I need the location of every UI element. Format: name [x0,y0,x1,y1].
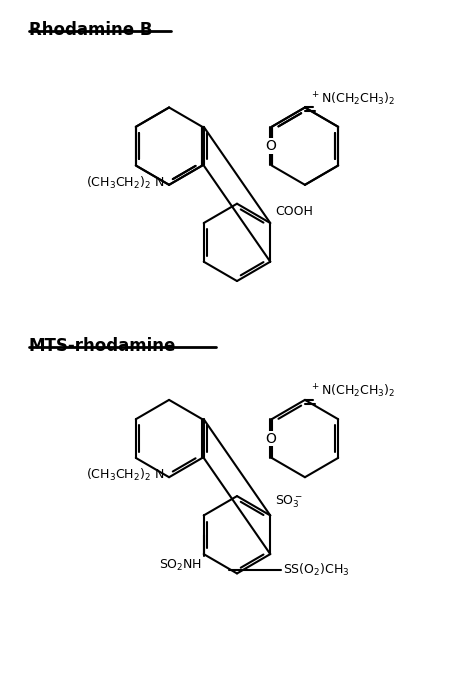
Text: SO$_3^-$: SO$_3^-$ [275,493,303,509]
Text: $^+$N(CH$_2$CH$_3$)$_2$: $^+$N(CH$_2$CH$_3$)$_2$ [310,383,395,400]
Text: Rhodamine B: Rhodamine B [28,21,152,39]
Text: (CH$_3$CH$_2$)$_2$ N: (CH$_3$CH$_2$)$_2$ N [86,467,164,483]
Text: COOH: COOH [275,205,313,219]
Text: (CH$_3$CH$_2$)$_2$ N: (CH$_3$CH$_2$)$_2$ N [86,175,164,191]
Text: SS(O$_2$)CH$_3$: SS(O$_2$)CH$_3$ [283,562,350,578]
Text: SO$_2$NH: SO$_2$NH [158,558,201,574]
Text: MTS-rhodamine: MTS-rhodamine [28,337,176,355]
Text: $^+$N(CH$_2$CH$_3$)$_2$: $^+$N(CH$_2$CH$_3$)$_2$ [310,90,395,108]
Text: O: O [265,139,276,153]
Text: O: O [265,432,276,445]
